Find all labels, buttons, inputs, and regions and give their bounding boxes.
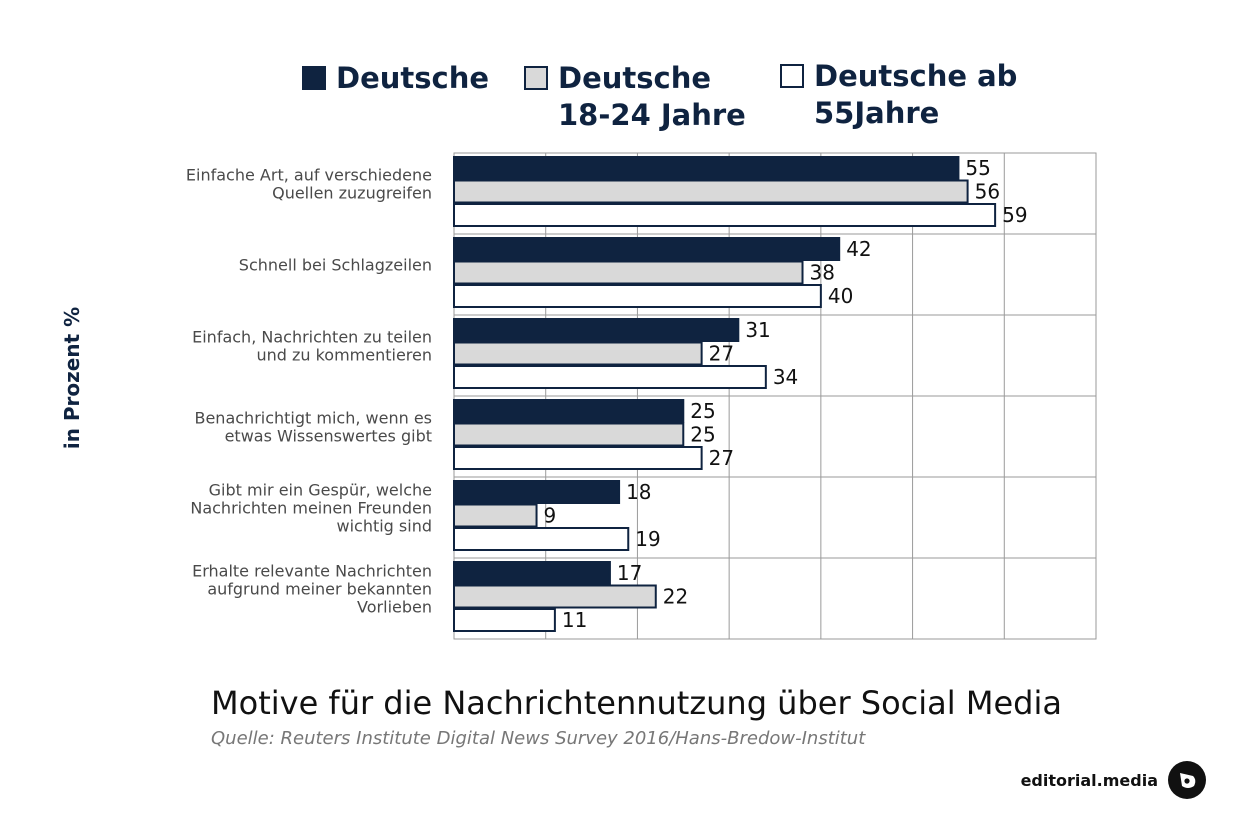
chart-title: Motive für die Nachrichtennutzung über S… [211, 684, 1062, 722]
bar [453, 399, 685, 423]
bar [453, 341, 703, 366]
data-label: 18 [626, 480, 651, 504]
editorial-media-logo-icon [1168, 761, 1206, 799]
bar [453, 365, 767, 389]
legend-item-deutsche: Deutsche [302, 60, 489, 97]
brand: editorial.media [1021, 761, 1206, 799]
legend-label-deutsche: Deutsche [336, 61, 490, 95]
bar [453, 503, 538, 528]
data-label: 34 [773, 365, 798, 389]
bar [453, 527, 630, 551]
bar [453, 237, 841, 261]
chart-grid [453, 152, 1097, 640]
data-label: 19 [635, 527, 660, 551]
bar [453, 203, 997, 227]
data-label: 17 [617, 561, 642, 585]
data-label: 9 [544, 504, 557, 528]
bar [453, 561, 611, 585]
data-label: 22 [663, 585, 688, 609]
category-label: Einfache Art, auf verschiedene Quellen zu… [186, 166, 432, 203]
bar [453, 318, 740, 342]
data-label: 11 [562, 608, 587, 632]
data-label: 40 [828, 284, 853, 308]
data-label: 27 [709, 446, 734, 470]
legend-label-deutsche-18-24: Deutsche 18-24 Jahre [558, 61, 746, 132]
category-label: Einfach, Nachrichten zu teilen und zu kom… [192, 328, 432, 365]
chart-source: Quelle: Reuters Institute Digital News S… [211, 728, 866, 749]
bar [453, 179, 969, 204]
data-label: 42 [846, 237, 871, 261]
data-label: 25 [690, 423, 715, 447]
data-label: 27 [709, 342, 734, 366]
brand-name: editorial.media [1020, 770, 1158, 790]
legend-label-deutsche-ab-55: Deutsche ab 55Jahre [814, 59, 1018, 130]
category-label: Gibt mir ein Gespür, welche Nachrichten m… [190, 481, 432, 536]
bar [453, 608, 556, 632]
bar [453, 446, 703, 470]
data-label: 25 [690, 399, 715, 423]
legend-swatch-deutsche-ab-55 [780, 64, 804, 88]
category-label: Erhalte relevante Nachrichten aufgrund me… [192, 562, 432, 617]
data-label: 31 [745, 318, 770, 342]
legend-item-deutsche-ab-55: Deutsche ab 55Jahre [780, 58, 1017, 132]
category-labels: Einfache Art, auf verschiedene Quellen zu… [186, 166, 432, 617]
bar [453, 584, 657, 609]
data-label: 59 [1002, 203, 1027, 227]
legend-swatch-deutsche-18-24 [524, 66, 548, 90]
bar [453, 480, 621, 504]
data-label: 55 [965, 156, 990, 180]
data-label: 38 [810, 261, 835, 285]
category-label: Benachrichtigt mich, wenn es etwas Wissen… [194, 409, 432, 446]
bar [453, 260, 804, 285]
bar [453, 422, 685, 447]
bar [453, 156, 960, 180]
legend-item-deutsche-18-24: Deutsche 18-24 Jahre [524, 60, 746, 134]
legend-swatch-deutsche [302, 66, 326, 90]
bar [453, 284, 822, 308]
category-label: Schnell bei Schlagzeilen [239, 256, 432, 275]
data-label: 56 [975, 180, 1000, 204]
